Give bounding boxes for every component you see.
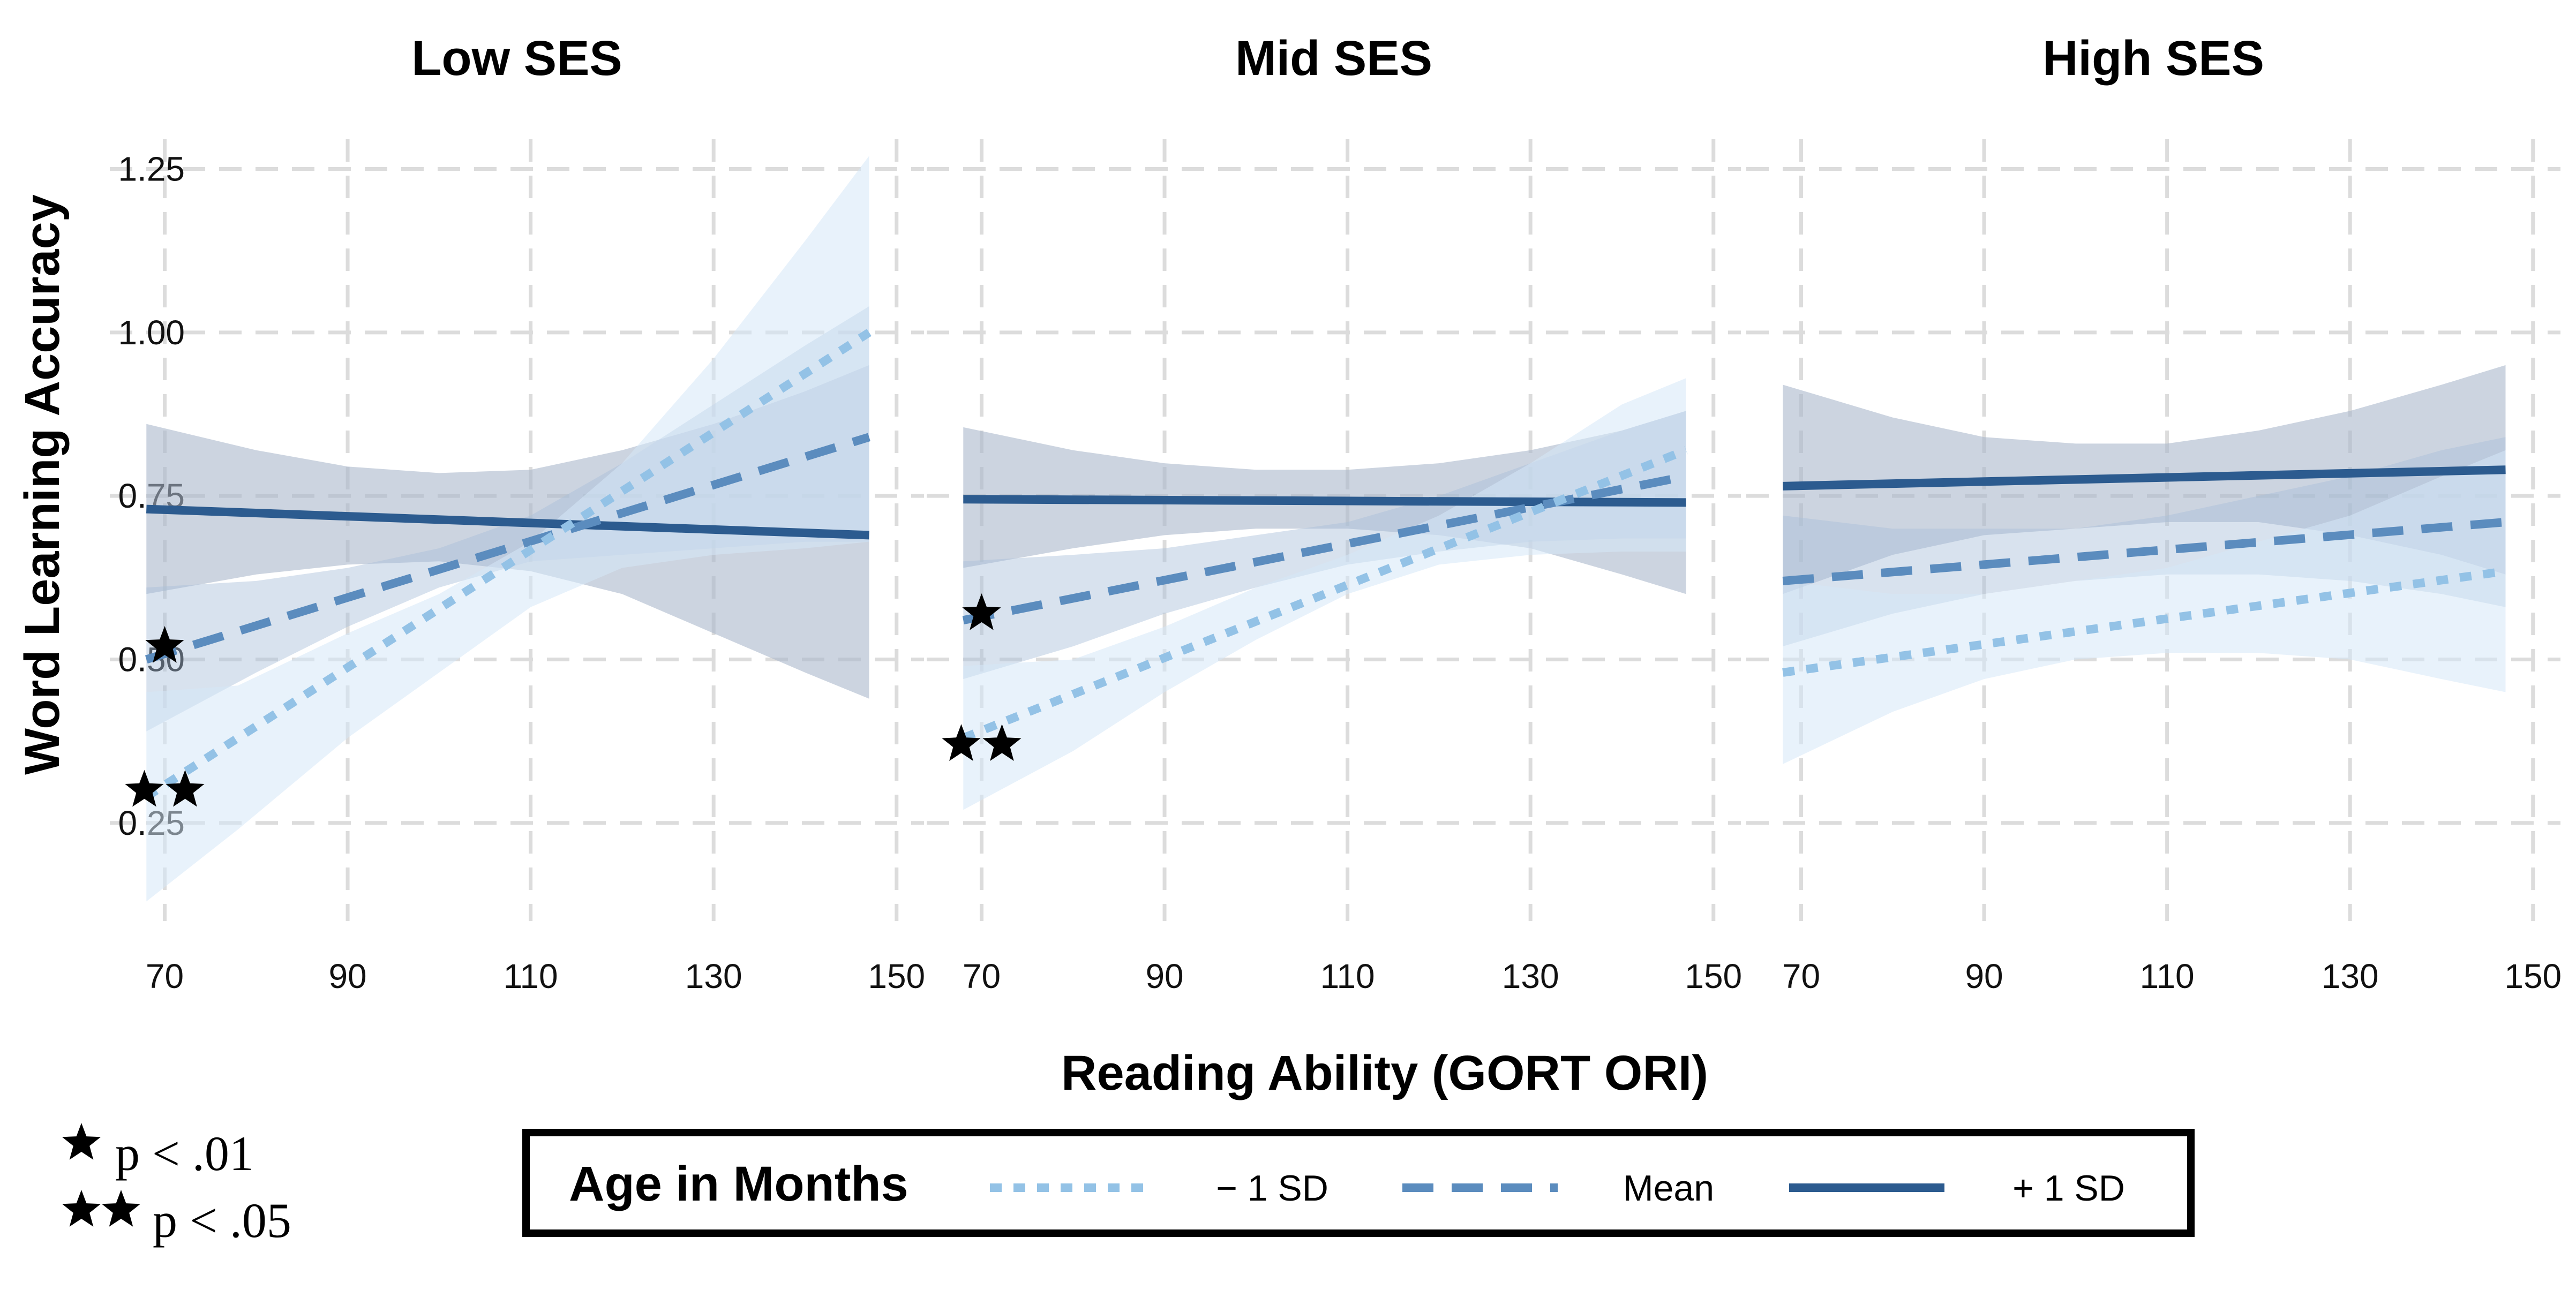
significance-note-label: p < .01 <box>115 1126 254 1181</box>
panel-title: High SES <box>2042 31 2264 86</box>
panel-title: Mid SES <box>1235 31 1432 86</box>
series-line-mean <box>1782 518 2506 585</box>
legend-entries: − 1 SD Mean + 1 SD <box>990 1168 2125 1209</box>
significance-note-row: p < .01 <box>62 1123 254 1181</box>
significance-star-marker <box>982 724 1022 761</box>
significance-star-marker <box>962 593 1001 630</box>
confidence-band-minus1 <box>1783 450 2506 764</box>
significance-note-label: p < .05 <box>153 1193 291 1248</box>
panel-mid-ses: Mid SES 70 90 110 130 150 <box>927 31 1742 995</box>
legend-label: Mean <box>1623 1168 1714 1209</box>
x-tick-label: 90 <box>1145 957 1183 995</box>
panel-title: Low SES <box>411 31 622 86</box>
chart-panels: Low SES70901101301500.250.500.751.001.25… <box>110 31 2562 995</box>
x-tick-label: 110 <box>504 957 558 995</box>
significance-note-row: p < .05 <box>62 1190 291 1248</box>
series-line-plus1 <box>1783 465 2506 491</box>
x-tick-label: 90 <box>328 957 366 995</box>
significance-star-icon <box>62 1123 101 1160</box>
x-axis-title: Reading Ability (GORT ORI) <box>1061 1046 1708 1100</box>
x-tick-label: 70 <box>1782 957 1820 995</box>
series-line-minus1 <box>144 329 872 801</box>
significance-star-marker <box>942 724 981 761</box>
legend-box <box>522 1129 2195 1237</box>
x-tick-label: 150 <box>1685 957 1742 995</box>
x-tick-label: 150 <box>868 957 925 995</box>
legend-title: Age in Months <box>569 1157 908 1211</box>
significance-note: p < .01 p < .05 <box>62 1123 291 1248</box>
series-line-plus1 <box>963 495 1686 507</box>
y-tick-label: 1.00 <box>118 313 185 352</box>
legend: Age in Months − 1 SD Mean + 1 SD <box>522 1129 2195 1237</box>
legend-label: − 1 SD <box>1216 1168 1328 1209</box>
confidence-band-minus1 <box>146 156 869 902</box>
panel-high-ses: High SES 70 90 110 130 150 <box>1746 31 2562 995</box>
x-tick-label: 70 <box>146 957 184 995</box>
x-tick-label: 110 <box>2140 957 2195 995</box>
x-tick-label: 130 <box>2322 957 2379 995</box>
confidence-band-minus1 <box>963 378 1686 810</box>
x-tick-label: 150 <box>2504 957 2562 995</box>
x-tick-label: 110 <box>1320 957 1375 995</box>
x-tick-label: 130 <box>685 957 742 995</box>
series-line-minus1 <box>1782 567 2506 677</box>
significance-star-marker <box>166 770 205 807</box>
legend-label: + 1 SD <box>2012 1168 2125 1209</box>
series-line-mean <box>145 433 870 664</box>
significance-star-marker <box>125 770 164 807</box>
y-axis-title: Word Learning Accuracy <box>15 194 70 775</box>
significance-star-marker <box>145 626 184 663</box>
x-tick-label: 130 <box>1502 957 1559 995</box>
significance-star-icon <box>101 1190 141 1227</box>
x-tick-label: 70 <box>963 957 1001 995</box>
series-line-plus1 <box>146 504 869 540</box>
x-tick-label: 90 <box>1965 957 2003 995</box>
confidence-band-mean <box>146 306 869 731</box>
significance-star-icon <box>62 1190 101 1227</box>
y-tick-label: 1.25 <box>118 149 185 188</box>
